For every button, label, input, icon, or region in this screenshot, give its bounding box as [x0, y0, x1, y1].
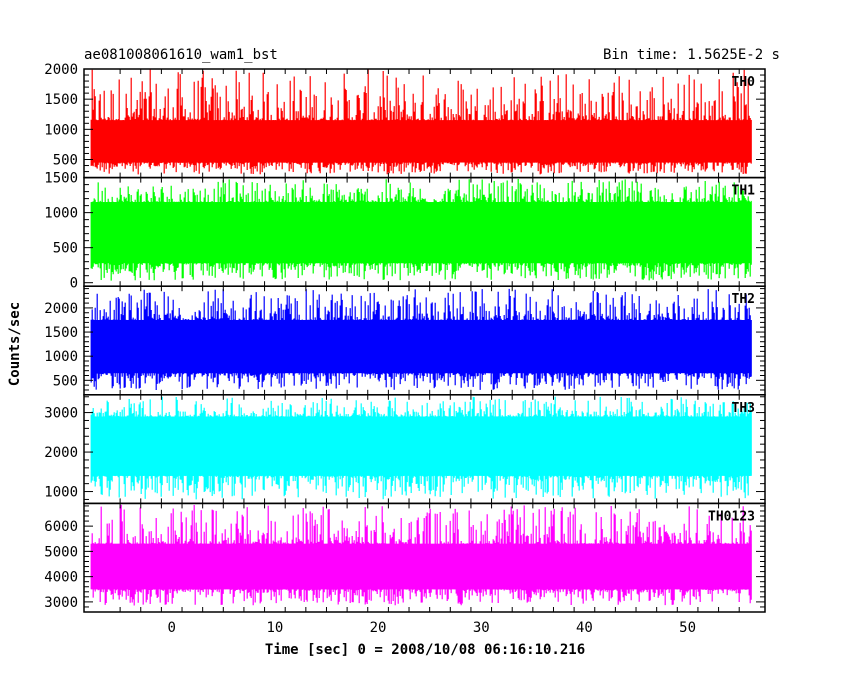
y-tick-label-th2: 500 [53, 373, 78, 389]
y-tick-label-th0123: 6000 [44, 519, 78, 535]
panel-frame-th0123 [83, 502, 766, 613]
x-tick-label: 50 [679, 620, 696, 636]
x-tick-label: 30 [473, 620, 490, 636]
series-core-th1 [91, 202, 752, 264]
series-core-th3 [91, 416, 752, 476]
panel-th0123: 3000 4000 5000 6000 TH0123 [44, 502, 766, 613]
y-tick-label-th3: 1000 [44, 485, 78, 501]
x-axis-title: Time [sec] 0 = 2008/10/08 06:16:10.216 [265, 642, 585, 658]
y-tick-label-th1: 0 [70, 276, 78, 292]
x-tick-label: 0 [167, 620, 175, 636]
y-tick-label-th0: 2000 [44, 62, 78, 78]
chart-title: ae081008061610_wam1_bst [84, 47, 278, 63]
bin-time-label: Bin time: 1.5625E-2 s [603, 47, 780, 63]
y-tick-label-th2: 2000 [44, 301, 78, 317]
panel-label-th2: TH2 [732, 292, 755, 307]
panel-label-th1: TH1 [732, 184, 756, 199]
panel-label-th0: TH0 [732, 75, 756, 90]
y-tick-label-th0123: 5000 [44, 544, 78, 560]
x-tick-label: 40 [576, 620, 593, 636]
panel-th1: 0 500 1000 1500 TH1 [44, 171, 766, 292]
y-axis-title: Counts/sec [7, 302, 23, 386]
y-tick-label-th0123: 4000 [44, 570, 78, 586]
y-tick-label-th0: 1500 [44, 92, 78, 108]
panels-group: 500 1000 1500 2000 TH0 0 500 1000 1500 TH1 500 1000… [44, 62, 766, 613]
panel-th3: 1000 2000 3000 TH3 [44, 394, 766, 505]
y-tick-label-th3: 2000 [44, 445, 78, 461]
y-tick-label-th1: 500 [53, 241, 78, 257]
panel-th0: 500 1000 1500 2000 TH0 [44, 62, 766, 179]
series-core-th0123 [91, 543, 752, 590]
y-tick-label-th0: 500 [53, 153, 78, 169]
panel-th2: 500 1000 1500 2000 TH2 [44, 285, 766, 396]
series-core-th2 [91, 319, 752, 374]
x-tick-label: 20 [370, 620, 387, 636]
y-tick-label-th1: 1500 [44, 171, 78, 187]
panel-label-th3: TH3 [732, 401, 755, 416]
series-core-th0 [91, 120, 752, 163]
y-tick-label-th0: 1000 [44, 122, 78, 138]
y-tick-label-th2: 1500 [44, 325, 78, 341]
y-tick-label-th2: 1000 [44, 349, 78, 365]
y-tick-label-th3: 3000 [44, 406, 78, 422]
x-tick-label: 10 [266, 620, 283, 636]
panel-label-th0123: TH0123 [708, 509, 755, 524]
y-tick-label-th1: 1000 [44, 206, 78, 222]
x-axis: 0 10 20 30 40 50 [167, 620, 696, 636]
y-tick-label-th0123: 3000 [44, 595, 78, 611]
